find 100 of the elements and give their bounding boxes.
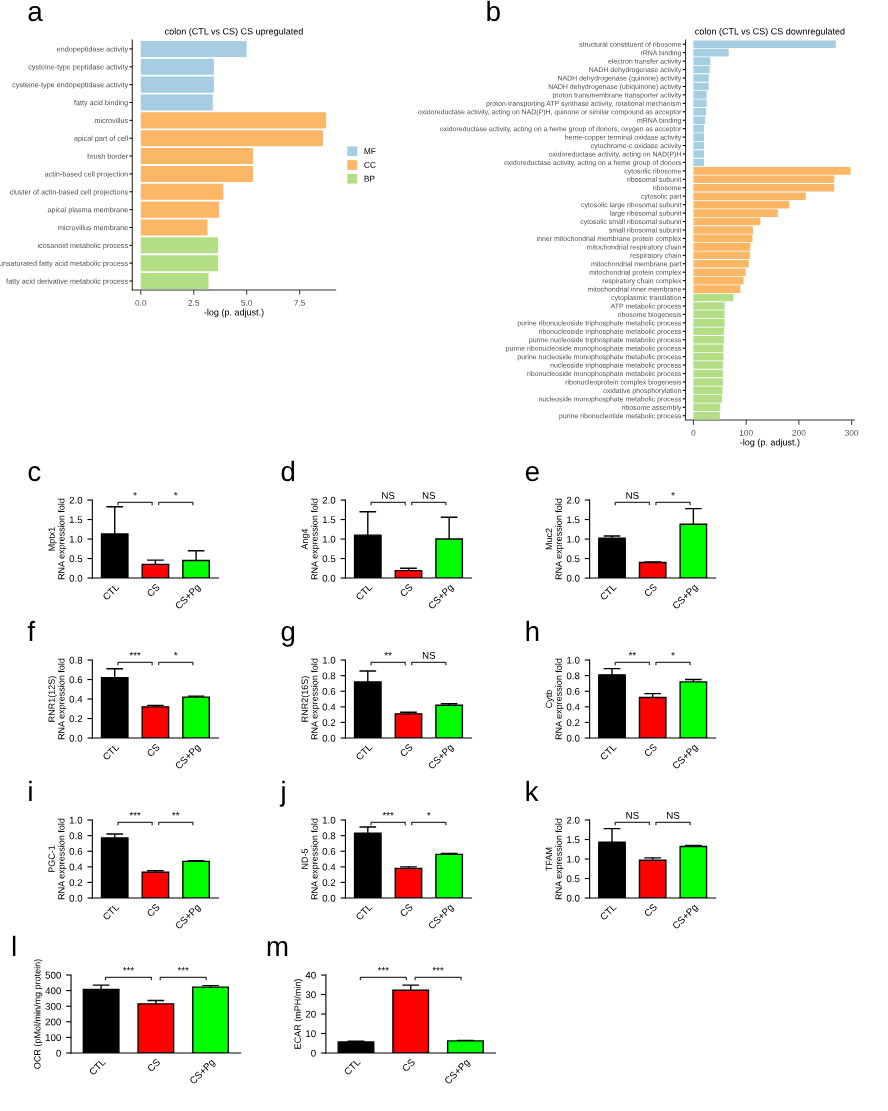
y-tick-label: 1.0 <box>69 816 83 824</box>
y-tick-label: 0 <box>311 1049 316 1057</box>
x-tick-label: CTL <box>599 903 617 921</box>
y-tick-label: 0.2 <box>566 719 580 727</box>
y-tick-label: 0.6 <box>322 687 336 695</box>
y-axis-title: ND-5 RNA expression fold <box>301 818 320 900</box>
y-axis-title: RNR2(16S) RNA expression fold <box>301 658 320 740</box>
y-tick-label: 0.0 <box>566 894 580 902</box>
y-tick-label: 1.5 <box>69 516 83 524</box>
text: *** <box>129 652 141 656</box>
x-tick-label: CTL <box>355 583 373 601</box>
y-tick-label: 2.0 <box>566 816 580 824</box>
y-axis-title: TFAM RNA expression fold <box>545 818 564 900</box>
y-tick-label: 100 <box>45 1034 61 1042</box>
text: ** <box>172 812 180 816</box>
y-tick-label: 2.0 <box>322 496 336 504</box>
x-tick-label: CTL <box>102 743 120 761</box>
y-tick-label: 0.0 <box>69 734 83 742</box>
y-tick-label: 0.0 <box>322 734 336 742</box>
text: NS <box>382 492 395 499</box>
y-tick-label: 0.8 <box>322 672 336 680</box>
y-axis-title: ECAR (mPH/min) <box>294 979 303 1049</box>
y-axis-title: Mptx1 RNA expression fold <box>48 498 67 580</box>
x-axis-title: -log (p. adjust.) <box>204 308 264 318</box>
y-tick-label: 0.0 <box>566 574 580 582</box>
x-tick-label: CTL <box>343 1058 361 1076</box>
y-tick-label: 1.0 <box>567 656 580 664</box>
text: j <box>279 780 285 807</box>
y-axis-title: Muc2 RNA expression fold <box>545 498 564 580</box>
x-tick-label: CS <box>643 743 658 758</box>
x-tick-label: 5.0 <box>241 299 253 306</box>
y-axis-title: OCR (pMol/min/mg protein) <box>33 959 43 1069</box>
text: ** <box>384 652 392 656</box>
y-tick-label: 1.5 <box>322 516 336 524</box>
x-tick-label: 0.0 <box>135 299 147 306</box>
y-tick-label: 0.2 <box>322 879 336 887</box>
text: NS <box>667 812 680 819</box>
x-tick-label: CTL <box>355 743 373 761</box>
text: a <box>28 5 43 22</box>
y-tick-label: 0.5 <box>322 555 336 563</box>
text: * <box>671 492 675 496</box>
y-tick-label: 0.8 <box>69 832 83 840</box>
y-axis-title: Cytb RNA expression fold <box>545 658 564 740</box>
y-tick-label: 0.5 <box>566 555 580 563</box>
x-tick-label: CS <box>401 1058 416 1073</box>
y-tick-label: 0.6 <box>69 847 83 855</box>
x-tick-label: 7.5 <box>294 300 306 306</box>
text: * <box>427 812 431 816</box>
y-tick-label: 0.0 <box>69 574 83 582</box>
y-axis-title: PGC-1 RNA expression fold <box>48 818 67 900</box>
text: NS <box>626 492 639 499</box>
text: *** <box>432 967 444 971</box>
x-tick-label: CTL <box>88 1058 106 1076</box>
y-tick-label: 200 <box>45 1018 61 1026</box>
y-tick-label: 0.6 <box>69 676 83 684</box>
text: l <box>12 935 16 956</box>
text: *** <box>177 967 189 971</box>
y-tick-label: 0.8 <box>69 656 83 664</box>
y-tick-label: 0.8 <box>566 672 580 680</box>
y-tick-label: 0.5 <box>69 555 83 563</box>
y-tick-label: 10 <box>306 1030 316 1038</box>
text: *** <box>377 967 389 971</box>
y-tick-label: 0.4 <box>566 703 580 711</box>
y-tick-label: 1.0 <box>69 535 83 543</box>
text: NS <box>422 492 436 499</box>
y-tick-label: 0.4 <box>69 863 83 871</box>
text: m <box>267 940 288 956</box>
y-tick-label: 20 <box>305 1010 316 1018</box>
y-tick-label: 2.0 <box>69 496 83 504</box>
y-axis-title: RNR1(12S) RNA expression fold <box>48 658 67 740</box>
y-tick-label: 1.5 <box>567 516 580 524</box>
x-tick-label: 300 <box>844 429 859 436</box>
y-tick-label: 1.0 <box>322 656 336 664</box>
y-tick-label: 500 <box>45 971 61 979</box>
y-tick-label: 30 <box>305 991 316 999</box>
x-tick-label: 100 <box>739 429 753 436</box>
x-tick-label: CS <box>399 583 414 598</box>
y-tick-label: 2.0 <box>566 496 580 504</box>
text: * <box>174 492 178 496</box>
y-tick-label: 40 <box>305 971 316 979</box>
x-tick-label: CS <box>399 743 414 758</box>
x-tick-label: CS <box>643 583 658 598</box>
text: f <box>27 620 36 641</box>
x-tick-label: 0 <box>691 429 696 436</box>
text: ** <box>628 652 636 656</box>
text: b <box>487 0 500 22</box>
legend-label: CC <box>364 161 376 168</box>
text: g <box>281 626 295 647</box>
x-tick-label: CTL <box>102 583 120 601</box>
y-tick-label: 0.4 <box>322 863 336 871</box>
text: h <box>526 620 539 641</box>
y-tick-label: 1.5 <box>567 836 580 844</box>
y-tick-label: 0.0 <box>322 894 336 902</box>
y-tick-label: 1.0 <box>567 855 580 863</box>
y-tick-label: 0.4 <box>322 703 336 711</box>
y-tick-label: 400 <box>45 987 61 995</box>
x-tick-label: CS <box>146 583 161 598</box>
x-tick-label: CTL <box>102 903 120 921</box>
y-tick-label: 0.0 <box>69 894 83 902</box>
x-tick-label: CTL <box>599 583 617 601</box>
